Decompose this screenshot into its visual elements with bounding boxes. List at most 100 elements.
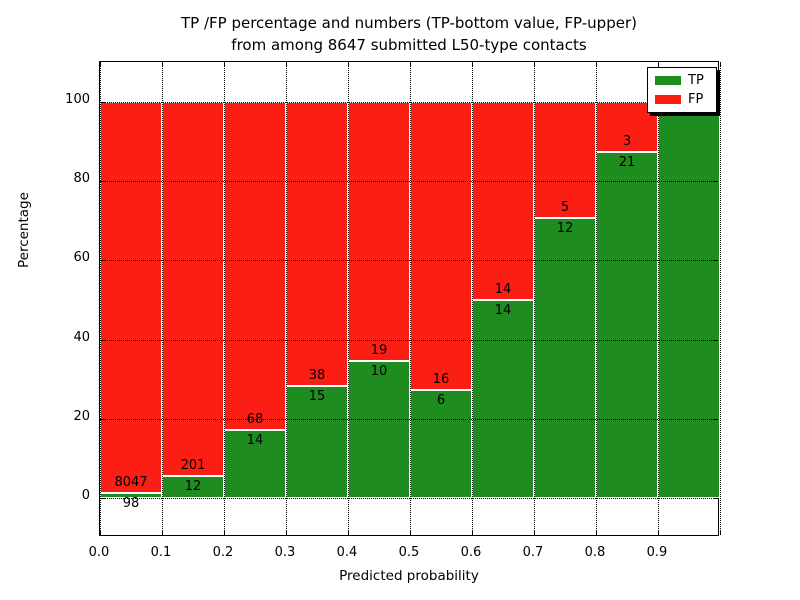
y-tick-label-40: 40 <box>73 329 90 345</box>
x-tick-bottom-10 <box>720 530 721 535</box>
fp-count-label-1: 201 <box>180 457 206 473</box>
gridline-x-10 <box>720 62 721 535</box>
y-tick-left-0 <box>100 498 105 499</box>
gridline-x-8 <box>596 62 597 535</box>
bar-fp-4 <box>348 102 410 362</box>
bar-tp-4 <box>348 361 410 498</box>
bar-tp-9 <box>658 102 720 498</box>
bar-fp-0 <box>100 102 162 494</box>
y-tick-label-100: 100 <box>65 92 90 107</box>
x-tick-bottom-2 <box>224 530 225 535</box>
fp-count-label-3: 38 <box>308 367 326 383</box>
legend-row-fp: FP <box>655 93 708 106</box>
bar-fp-5 <box>410 102 472 390</box>
x-tick-bottom-1 <box>162 530 163 535</box>
plot-area: TP FP 8047 98 201 12 68 14 38 15 19 10 16 6 14 14 5 12 3 2… <box>99 61 721 536</box>
gridline-y-100 <box>100 102 718 103</box>
x-tick-bottom-6 <box>472 530 473 535</box>
tp-count-label-1: 12 <box>184 478 202 494</box>
tp-count-label-3: 15 <box>308 388 326 404</box>
tp-count-label-0: 98 <box>122 496 140 512</box>
gridline-y-0 <box>100 498 718 499</box>
y-tick-left-40 <box>100 339 105 341</box>
x-tick-top-7 <box>534 62 535 67</box>
x-tick-top-3 <box>286 62 287 67</box>
tp-count-label-7: 12 <box>556 221 574 237</box>
x-tick-bottom-4 <box>348 530 349 535</box>
x-tick-top-10 <box>720 62 721 67</box>
gridline-y-60 <box>100 260 718 262</box>
gridline-x-5 <box>410 62 411 535</box>
x-tick-label-0.9: 0.9 <box>646 545 668 560</box>
gridline-y-40 <box>100 339 718 341</box>
gridline-x-2 <box>224 62 225 535</box>
bar-tp-6 <box>472 300 534 498</box>
fp-count-label-4: 19 <box>370 343 388 359</box>
x-tick-top-0 <box>100 62 101 67</box>
x-tick-top-2 <box>224 62 225 67</box>
gridline-x-7 <box>534 62 535 535</box>
x-tick-bottom-9 <box>658 530 659 535</box>
bar-tp-2 <box>224 430 286 498</box>
y-tick-left-20 <box>100 418 105 420</box>
gridline-x-9 <box>658 62 659 535</box>
x-tick-top-8 <box>596 62 597 67</box>
x-tick-label-0.1: 0.1 <box>150 545 172 560</box>
x-tick-label-0.7: 0.7 <box>522 545 544 560</box>
x-tick-bottom-5 <box>410 530 411 535</box>
legend-row-tp: TP <box>655 74 708 87</box>
y-tick-label-0: 0 <box>81 488 90 503</box>
x-tick-label-0.3: 0.3 <box>274 545 296 560</box>
legend-label-fp: FP <box>688 92 704 107</box>
x-tick-label-0.2: 0.2 <box>212 545 234 560</box>
y-tick-label-20: 20 <box>73 408 90 424</box>
fp-count-label-5: 16 <box>432 372 450 387</box>
x-tick-label-0.5: 0.5 <box>398 545 420 560</box>
y-tick-label-60: 60 <box>73 250 90 266</box>
x-tick-top-4 <box>348 62 349 67</box>
bar-fp-2 <box>224 102 286 431</box>
legend-swatch-fp-icon <box>655 95 681 104</box>
y-tick-label-80: 80 <box>73 171 90 187</box>
x-tick-top-5 <box>410 62 411 67</box>
x-tick-bottom-7 <box>534 530 535 535</box>
y-tick-right-20 <box>713 418 718 420</box>
x-tick-label-0.6: 0.6 <box>460 545 482 560</box>
x-tick-top-6 <box>472 62 473 67</box>
tp-count-label-8: 21 <box>618 154 636 170</box>
x-axis-label: Predicted probability <box>339 568 479 584</box>
y-tick-right-80 <box>713 181 718 183</box>
fp-count-label-7: 5 <box>560 200 570 216</box>
fp-count-label-0: 8047 <box>114 475 148 491</box>
x-tick-label-0.4: 0.4 <box>336 545 358 560</box>
x-tick-bottom-0 <box>100 530 101 535</box>
fp-count-label-2: 68 <box>246 412 264 428</box>
x-tick-bottom-3 <box>286 530 287 535</box>
gridline-x-6 <box>472 62 473 535</box>
bar-fp-6 <box>472 102 534 300</box>
tp-count-label-6: 14 <box>494 303 512 318</box>
bar-fp-3 <box>286 102 348 386</box>
bar-tp-8 <box>596 151 658 498</box>
gridline-x-1 <box>162 62 163 535</box>
x-tick-bottom-8 <box>596 530 597 535</box>
gridline-x-4 <box>348 62 349 535</box>
x-tick-top-9 <box>658 62 659 67</box>
fp-count-label-6: 14 <box>494 282 512 297</box>
y-tick-right-40 <box>713 339 718 341</box>
gridline-y-20 <box>100 418 718 420</box>
y-tick-left-80 <box>100 181 105 183</box>
tp-count-label-5: 6 <box>436 393 446 408</box>
legend: TP FP <box>647 67 717 113</box>
tp-count-label-4: 10 <box>370 364 388 380</box>
x-tick-top-1 <box>162 62 163 67</box>
tp-count-label-2: 14 <box>246 433 264 449</box>
y-tick-right-0 <box>713 498 718 499</box>
gridline-y-80 <box>100 181 718 183</box>
chart-title-line2: from among 8647 submitted L50-type conta… <box>231 36 587 54</box>
y-tick-left-100 <box>100 102 105 103</box>
bar-fp-1 <box>162 102 224 476</box>
gridline-x-3 <box>286 62 287 535</box>
y-tick-right-60 <box>713 260 718 262</box>
